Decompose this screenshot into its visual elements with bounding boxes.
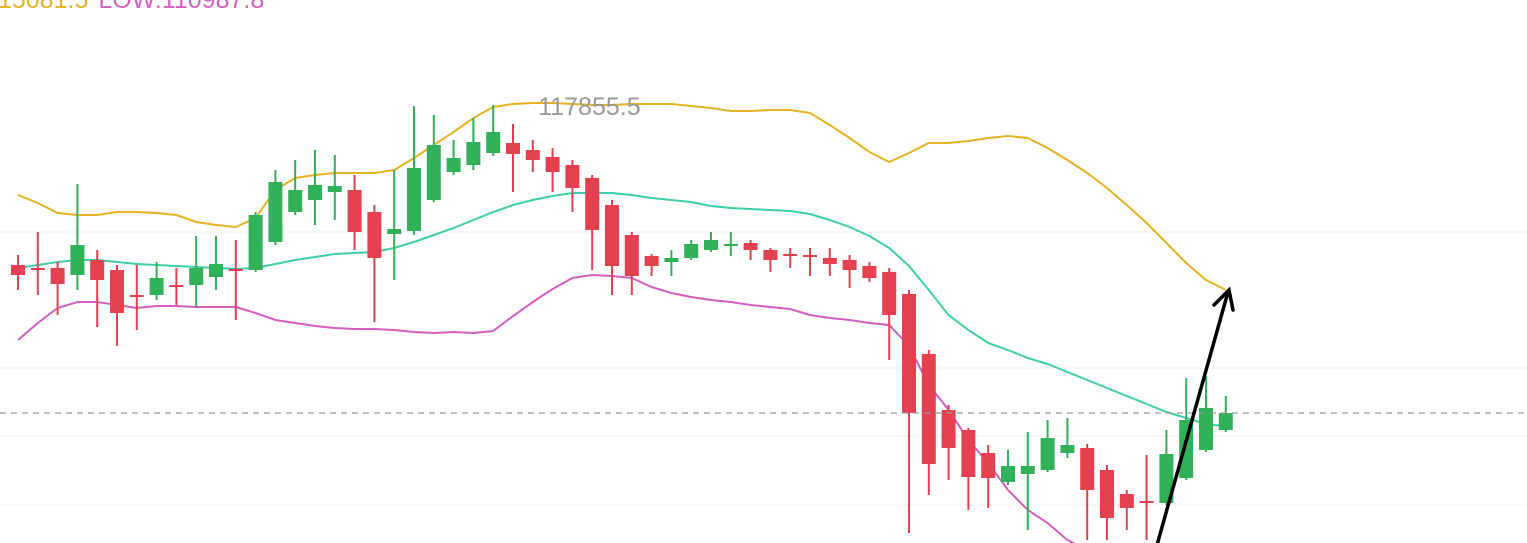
candle-body — [545, 157, 560, 172]
candle-body — [1040, 438, 1055, 470]
background-grid — [0, 231, 1527, 506]
candle-body — [308, 185, 322, 200]
candle-body — [1100, 470, 1114, 518]
arrow-head — [1212, 286, 1235, 312]
candle-body — [228, 269, 243, 271]
candle-body — [1020, 466, 1035, 474]
candle-body — [624, 235, 639, 276]
candle-body — [961, 430, 976, 477]
candle-body — [209, 264, 223, 277]
candle-body — [407, 168, 421, 231]
candle-body — [347, 190, 362, 232]
candle-body — [605, 205, 619, 266]
candle-body — [169, 285, 184, 287]
candle-body — [149, 278, 164, 295]
candle-body — [862, 266, 877, 278]
candle-body — [1139, 501, 1154, 503]
candle-body — [50, 268, 65, 284]
candle-body — [941, 410, 956, 448]
plot: 117855.5 — [0, 93, 1527, 543]
candle-body — [466, 142, 481, 165]
trend-arrow — [1155, 286, 1235, 543]
candle-body — [684, 244, 699, 258]
candle-body — [1199, 408, 1213, 450]
band-line — [17, 102, 1227, 291]
candle-body — [327, 186, 342, 192]
candle-body — [902, 294, 916, 413]
candle-body — [367, 212, 382, 258]
candle-body — [525, 150, 540, 160]
arrow-shaft — [1155, 290, 1230, 543]
candle-body — [486, 132, 501, 153]
candle-body — [763, 250, 778, 260]
candle-body — [664, 258, 679, 262]
candle-body — [585, 178, 600, 230]
candle-body — [704, 240, 718, 250]
candle-body — [882, 272, 897, 315]
candle-body — [248, 215, 263, 270]
candle-body — [268, 182, 283, 242]
candle-body — [387, 229, 402, 234]
high-marker-label: 117855.5 — [538, 93, 640, 121]
candle-body — [723, 244, 738, 246]
candle-body — [11, 265, 25, 275]
candle-body — [1080, 448, 1095, 490]
candle-body — [1218, 413, 1233, 430]
candle-body — [129, 295, 144, 297]
candle-body — [783, 254, 798, 256]
band-line — [17, 273, 1076, 543]
candle-body — [189, 268, 204, 285]
candle-body — [644, 256, 659, 266]
candle-body — [446, 158, 461, 172]
candle-body — [1001, 466, 1015, 482]
candle-body — [110, 270, 124, 313]
candle-body — [822, 258, 837, 264]
candle-body — [30, 268, 45, 270]
header-label: 15081.5 — [0, 0, 88, 14]
candle-body — [426, 145, 441, 200]
candle-body — [1119, 494, 1134, 508]
candle-body — [743, 243, 758, 250]
candle-body — [981, 453, 996, 478]
band-line — [17, 192, 1226, 428]
candle-body — [506, 143, 520, 154]
candle-body — [90, 260, 105, 280]
candle-body — [288, 190, 303, 212]
candle-body — [842, 260, 857, 270]
candle-body — [1060, 445, 1075, 453]
candle-body — [921, 354, 936, 464]
candle-body — [1159, 454, 1174, 503]
candle-body — [565, 165, 580, 188]
header-label: LOW:110987.8 — [98, 0, 264, 14]
candle-body — [70, 245, 85, 275]
candle-body — [803, 255, 817, 257]
